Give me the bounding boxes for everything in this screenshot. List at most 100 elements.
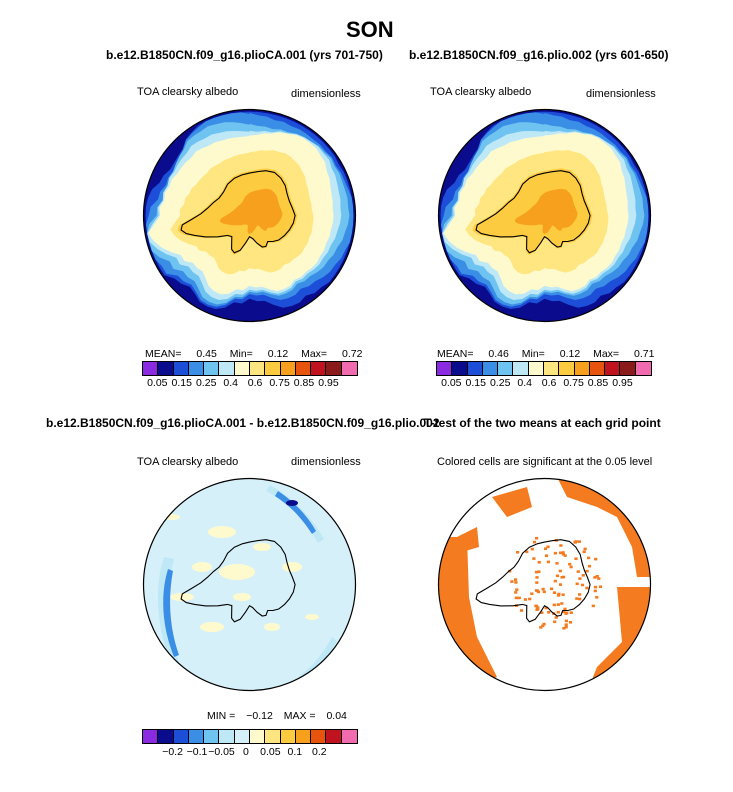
panel2-colorbar-tick-label: 0.75 bbox=[563, 377, 584, 389]
panel2-polar-map bbox=[437, 108, 652, 323]
panel4-significant-cell bbox=[528, 597, 532, 601]
panel3-map-border bbox=[142, 477, 357, 692]
panel4-significant-cell bbox=[561, 553, 565, 556]
panel4-background bbox=[438, 478, 651, 691]
panel3-colorbar-tick-label: 0.1 bbox=[287, 746, 303, 758]
panel1-variable-label: TOA clearsky albedo bbox=[137, 86, 239, 98]
panel3-colorbar-tick-label: 0 bbox=[243, 746, 249, 758]
panel1-colorbar-swatch bbox=[326, 362, 342, 375]
panel3-colorbar-ticks: −0.2 −0.1 −0.05 0 0.05 0.1 0.2 bbox=[142, 746, 356, 760]
panel4-significant-cell bbox=[564, 625, 568, 629]
panel4-significant-cell bbox=[578, 597, 582, 601]
panel1-albedo-band-plateau bbox=[219, 188, 283, 234]
panel2-colorbar bbox=[436, 361, 652, 376]
panel3-colorbar-swatch bbox=[265, 730, 281, 743]
panel1-map-border bbox=[142, 108, 357, 323]
panel4-significant-cell bbox=[532, 557, 536, 560]
panel1-colorbar-swatch bbox=[311, 362, 327, 375]
panel4-significant-cell bbox=[552, 591, 557, 594]
panel4-significant-cell bbox=[547, 611, 551, 614]
panel3-colorbar-swatch bbox=[280, 730, 296, 743]
panel3-polar-map bbox=[142, 477, 357, 692]
panel1-colorbar-tick-label: 0.85 bbox=[293, 377, 315, 389]
panel4-significant-cell bbox=[510, 580, 514, 583]
panel4-significant-cell bbox=[541, 624, 545, 628]
panel4-significant-cell bbox=[593, 589, 597, 593]
panel4-significant-cell bbox=[575, 597, 579, 600]
panel1-colorbar-tick-label: 0.15 bbox=[171, 377, 192, 389]
panel4-significant-cell bbox=[556, 603, 560, 606]
panel3-difference-field bbox=[143, 478, 356, 691]
panel4-significant-cell bbox=[562, 610, 566, 614]
panel1-colorbar-tick-label: 0.95 bbox=[318, 377, 339, 389]
panel2-colorbar-tick-label: 0.4 bbox=[517, 377, 532, 389]
panel1-colorbar-swatch bbox=[219, 362, 235, 375]
panel4-significant-cell bbox=[514, 578, 518, 581]
mean-value: 0.46 bbox=[488, 348, 509, 360]
panel4-significant-cell bbox=[546, 545, 550, 549]
min-label: Min= bbox=[229, 348, 253, 360]
panel2-colorbar-tick-label: 0.25 bbox=[489, 377, 511, 389]
panel2-colorbar-tick-label: 0.85 bbox=[587, 377, 609, 389]
panel2-map-border bbox=[437, 108, 652, 323]
panel4-significant-cell bbox=[595, 596, 599, 599]
panel2-colorbar-swatch bbox=[543, 362, 560, 375]
panel4-significant-cell bbox=[530, 592, 534, 595]
panel1-stats: MEAN= 0.45 Min= 0.12 Max= 0.72 bbox=[145, 348, 362, 360]
panel2-colorbar-swatch bbox=[559, 362, 575, 375]
panel3-title: b.e12.B1850CN.f09_g16.plioCA.001 - b.e12… bbox=[46, 416, 440, 430]
panel4-significant-cell bbox=[556, 594, 561, 597]
min-value: 0.12 bbox=[559, 348, 581, 360]
panel4-significant-cell bbox=[514, 581, 518, 584]
panel4-significant-cell bbox=[580, 583, 585, 587]
max-label: Max= bbox=[593, 348, 620, 360]
panel4-significant-cell bbox=[539, 626, 543, 629]
mean-label: MEAN= bbox=[145, 348, 182, 360]
panel4-significant-cell bbox=[544, 606, 548, 610]
panel4-significant-cell bbox=[542, 590, 546, 594]
panel3-colorbar-tick-label: −0.2 bbox=[162, 746, 183, 758]
panel1-colorbar-tick-label: 0.25 bbox=[195, 377, 217, 389]
panel1-coastline bbox=[180, 170, 296, 254]
panel4-significant-cell bbox=[583, 547, 587, 551]
panel4-significant-cell bbox=[554, 616, 558, 619]
panel4-significant-cell bbox=[535, 581, 539, 584]
panel1-colorbar-tick-label: 0.6 bbox=[247, 377, 263, 389]
panel4-title: T-test of the two means at each grid poi… bbox=[424, 416, 661, 430]
panel1-colorbar-swatch bbox=[295, 362, 312, 375]
panel2-title: b.e12.B1850CN.f09_g16.plio.002 (yrs 601-… bbox=[409, 48, 669, 62]
panel2-colorbar-swatch bbox=[605, 362, 621, 375]
panel4-significant-cell bbox=[535, 604, 539, 608]
panel2-stats: MEAN= 0.46 Min= 0.12 Max= 0.71 bbox=[437, 348, 654, 360]
panel4-significant-cell bbox=[523, 598, 527, 601]
max-label: MAX = bbox=[283, 710, 316, 722]
panel2-colorbar-swatch bbox=[589, 362, 606, 375]
panel2-colorbar-swatch bbox=[513, 362, 529, 375]
min-value: −0.12 bbox=[246, 710, 273, 722]
panel1-colorbar-swatch bbox=[173, 362, 189, 375]
panel4-significant-cell bbox=[557, 592, 561, 596]
panel4-significant-cell bbox=[550, 587, 554, 591]
panel4-significant-cell bbox=[540, 611, 544, 614]
panel3-colorbar-swatch bbox=[173, 730, 189, 743]
panel3-positive-patch bbox=[200, 622, 224, 632]
panel3-colorbar-tick-label: −0.1 bbox=[186, 746, 208, 758]
panel4-significant-cell bbox=[534, 570, 539, 574]
min-label: Min= bbox=[521, 348, 545, 360]
panel4-significant-cell bbox=[555, 562, 559, 565]
panel1-polar-map bbox=[142, 108, 357, 323]
panel4-significant-cell bbox=[543, 547, 548, 550]
panel4-significant-cell bbox=[560, 576, 564, 579]
panel4-significant-cell bbox=[569, 611, 573, 614]
panel3-positive-patch bbox=[208, 526, 236, 538]
panel3-colorbar-tick-label: 0.05 bbox=[260, 746, 281, 758]
panel4-significant-cell bbox=[561, 551, 565, 554]
panel4-polar-map bbox=[437, 477, 652, 692]
panel4-significant-cell bbox=[553, 579, 557, 583]
panel4-significant-cell bbox=[535, 536, 539, 540]
panel4-significant-cell bbox=[563, 607, 567, 611]
panel2-variable-label: TOA clearsky albedo bbox=[430, 86, 532, 98]
min-label: MIN = bbox=[207, 710, 236, 722]
panel2-coastline bbox=[475, 170, 591, 254]
panel4-significant-cell bbox=[563, 554, 567, 557]
